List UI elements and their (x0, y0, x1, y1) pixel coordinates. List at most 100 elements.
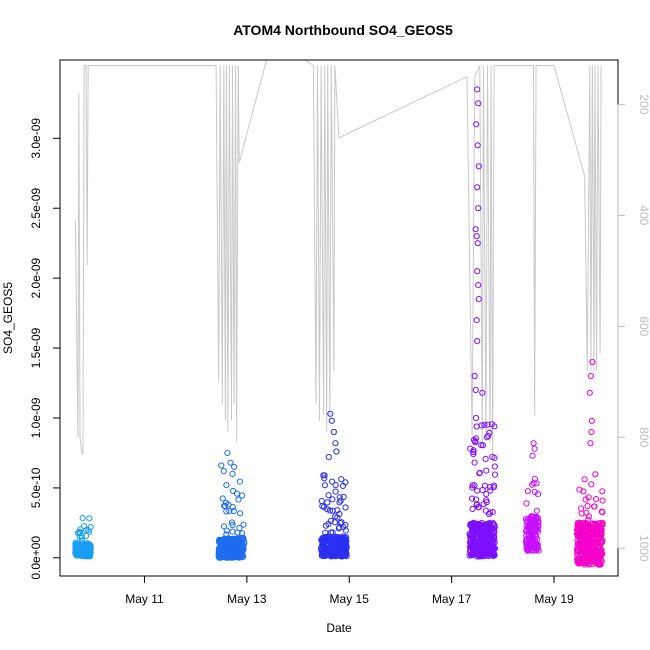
data-point (583, 558, 590, 565)
y2-tick-label: 1000 (637, 535, 650, 562)
data-point (574, 519, 582, 527)
data-point (598, 526, 605, 533)
data-point-outlier (223, 482, 230, 489)
data-point (467, 445, 474, 452)
x-tick-label: May 17 (432, 592, 472, 606)
data-point-outlier (475, 100, 482, 107)
data-point-outlier (529, 452, 536, 459)
data-point (592, 471, 599, 478)
data-point-outlier (333, 448, 340, 455)
data-point (231, 548, 238, 555)
data-point (77, 542, 85, 549)
data-point (341, 542, 348, 549)
pressure-line-layer (74, 60, 602, 455)
data-point (332, 550, 339, 557)
data-point (470, 451, 477, 458)
data-point (524, 488, 532, 495)
data-point (574, 545, 581, 552)
data-point (332, 481, 339, 489)
data-point-outlier (227, 459, 234, 466)
series-3 (466, 86, 499, 560)
data-point (474, 487, 481, 494)
data-point (324, 499, 331, 506)
data-point (219, 552, 226, 559)
data-point (320, 541, 327, 548)
y-tick-label: 1.0e-09 (29, 397, 43, 438)
series-0 (72, 515, 94, 560)
data-point (599, 488, 606, 495)
data-point (74, 549, 81, 556)
data-point (238, 549, 245, 557)
data-point (321, 472, 328, 479)
data-point (336, 494, 343, 501)
data-point (577, 532, 585, 539)
data-point (487, 542, 494, 549)
data-point (74, 541, 81, 549)
data-point (490, 484, 497, 491)
data-point (340, 551, 347, 558)
data-point (475, 504, 482, 511)
y-tick-label: 1.5e-09 (29, 327, 43, 368)
data-point (229, 521, 236, 529)
y-tick-label: 3.0e-09 (29, 118, 43, 159)
data-point-outlier (472, 226, 479, 233)
data-point (332, 513, 339, 520)
data-point-outlier (530, 440, 537, 447)
data-point (574, 547, 581, 555)
data-point (590, 530, 597, 537)
data-point (343, 534, 350, 541)
data-point (469, 505, 476, 512)
data-point-outlier (589, 358, 596, 366)
data-point (236, 524, 243, 532)
data-point (481, 421, 488, 428)
data-point (339, 482, 347, 489)
data-point (327, 547, 334, 554)
data-point-outlier (474, 240, 481, 247)
data-point-outlier (475, 296, 482, 303)
data-point-outlier (229, 470, 236, 477)
data-point-outlier (475, 163, 482, 170)
data-point (321, 475, 328, 482)
data-point-outlier (475, 282, 482, 289)
data-point (479, 442, 487, 449)
data-point (491, 463, 498, 470)
data-point (338, 476, 345, 483)
series-4 (522, 440, 542, 554)
data-point (226, 508, 233, 515)
data-point (598, 547, 605, 555)
data-point-outlier (587, 440, 594, 447)
data-point (329, 478, 336, 485)
y2-tick-label: 800 (637, 427, 650, 447)
data-point (483, 467, 490, 474)
data-point (236, 535, 243, 542)
data-point (578, 505, 585, 512)
data-point (332, 488, 339, 495)
data-point (478, 422, 485, 429)
data-point (599, 551, 606, 558)
data-point (599, 509, 606, 516)
data-point (218, 538, 225, 545)
data-point (472, 439, 479, 446)
y2-axis: 200 400 600 800 1000 (617, 94, 650, 562)
data-point (320, 548, 327, 555)
data-point (485, 510, 493, 518)
data-point (586, 530, 593, 537)
data-point (239, 492, 246, 499)
data-point (225, 540, 232, 547)
data-point (531, 488, 539, 496)
data-point (86, 528, 93, 535)
data-point (581, 476, 588, 483)
data-point (534, 526, 541, 533)
data-point (230, 507, 237, 515)
data-point (490, 550, 497, 558)
data-point (240, 521, 247, 528)
data-point (523, 532, 530, 539)
data-point (470, 447, 477, 454)
data-point (340, 493, 347, 501)
data-point-outlier (325, 454, 332, 461)
y2-tick-label: 400 (637, 205, 650, 225)
data-point (488, 532, 495, 539)
data-point-outlier (586, 389, 593, 396)
data-point (321, 482, 328, 489)
